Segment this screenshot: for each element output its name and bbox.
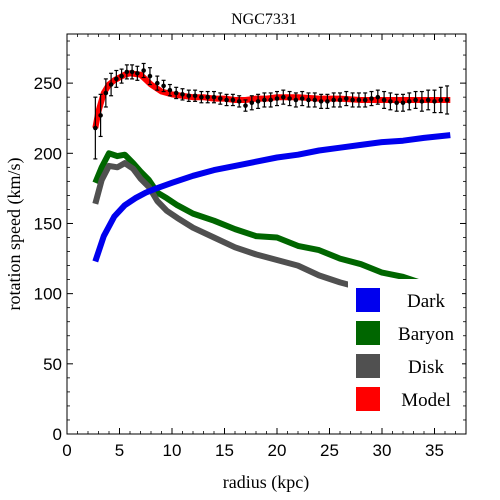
legend-swatch-disk [356,354,380,378]
observed-point [362,97,368,103]
observed-point [350,97,355,103]
observed-point [369,96,374,101]
observed-point [211,94,217,100]
x-tick-label: 25 [320,441,339,460]
observed-point [306,97,311,103]
x-tick-label: 30 [373,441,392,460]
observed-point [331,97,337,103]
observed-point [274,96,280,101]
observed-point [400,100,406,106]
observed-point [407,99,412,104]
x-axis: 0 5 10 15 20 25 30 35 [62,34,456,460]
observed-point [344,96,349,101]
y-tick-label: 100 [34,285,62,304]
observed-point [419,99,425,104]
observed-point [243,103,248,108]
observed-point [432,99,437,104]
y-axis: 0 50 100 150 200 250 [34,40,466,444]
series-line-baryon [92,150,452,294]
observed-point [394,100,400,106]
observed-point [173,90,179,96]
observed-point [268,97,274,103]
observed-point [337,97,343,103]
observed-point [93,125,98,131]
observed-point [281,94,286,100]
legend: Dark Baryon Disk Model [348,279,462,415]
x-axis-title: radius (kpc) [223,472,309,493]
legend-label-disk: Disk [408,357,444,378]
observed-point [318,99,324,104]
chart-title: NGC7331 [231,11,297,28]
x-tick-label: 15 [215,441,234,460]
y-tick-label: 250 [34,74,62,93]
observed-point [388,99,393,104]
observed-point [180,92,185,97]
observed-point [141,68,146,73]
observed-point [255,99,261,104]
y-tick-label: 50 [43,355,62,374]
observed-point [381,97,387,103]
x-tick-label: 20 [268,441,287,460]
observed-point [312,97,318,103]
observed-point [425,97,431,103]
observed-point [262,97,267,103]
observed-data-layer [93,62,450,160]
observed-point [230,97,236,103]
observed-point [124,69,130,75]
observed-point [224,97,229,103]
series-line-dark [92,132,451,263]
observed-point [236,99,242,104]
observed-point [199,94,204,100]
observed-point [147,73,153,79]
y-axis-title: rotation speed (km/s) [4,158,25,311]
observed-point [299,96,305,101]
observed-point [161,83,166,89]
legend-label-baryon: Baryon [398,324,454,345]
observed-point [114,76,119,82]
observed-point [205,94,210,100]
legend-label-model: Model [401,390,451,411]
observed-point [293,97,299,103]
observed-point [186,93,192,99]
x-tick-label: 35 [425,441,444,460]
observed-point [249,100,255,106]
observed-point [155,80,160,86]
observed-point [287,96,292,101]
observed-point [167,87,173,93]
x-tick-label: 0 [62,441,71,460]
observed-point [413,97,418,103]
observed-point [103,90,109,96]
legend-label-dark: Dark [407,291,445,312]
observed-point [375,94,381,100]
observed-point [119,73,124,79]
x-tick-label: 5 [115,441,124,460]
observed-point [218,96,223,101]
observed-point [192,93,198,99]
x-tick-label: 10 [163,441,182,460]
observed-point [444,97,450,103]
legend-swatch-baryon [356,321,380,345]
observed-point [438,97,444,103]
y-tick-label: 150 [34,214,62,233]
legend-swatch-model [356,387,380,411]
y-tick-label: 0 [53,425,62,444]
observed-point [135,70,140,76]
observed-point [325,99,330,104]
observed-point [108,82,114,87]
legend-swatch-dark [356,288,380,312]
observed-point [129,69,135,75]
y-tick-label: 200 [34,144,62,163]
observed-point [356,97,362,103]
observed-point [98,113,103,118]
